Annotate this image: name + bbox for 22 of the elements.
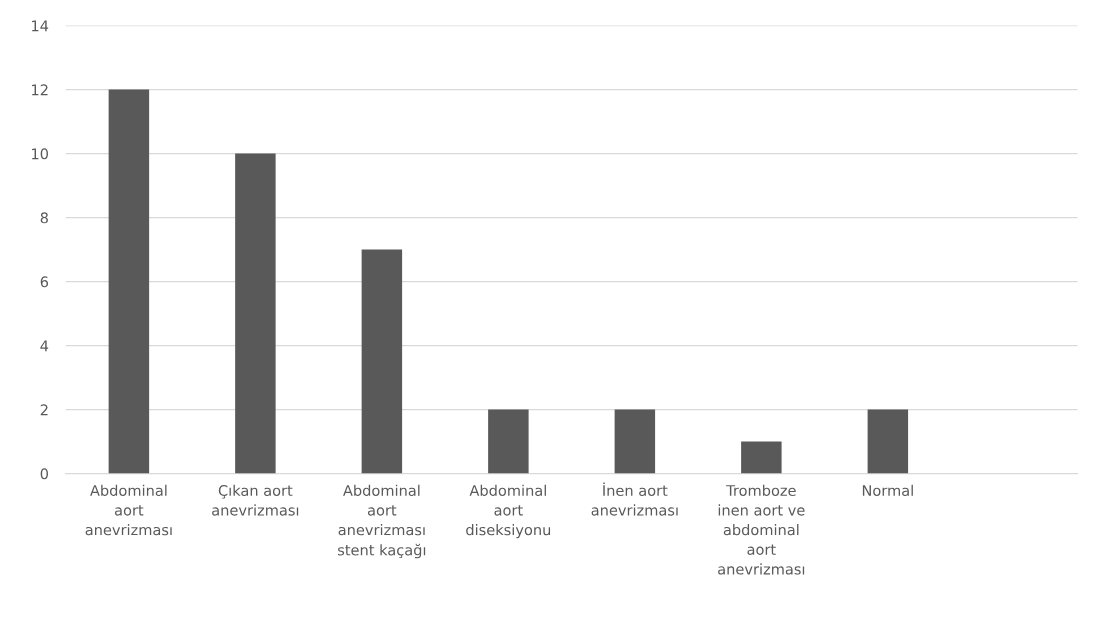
y-tick-label: 6	[40, 276, 49, 288]
x-tick-label: Abdominal aort anevrizması stent kaçağı	[338, 484, 426, 559]
bar	[235, 153, 276, 474]
x-tick-label: Tromboze inen aort ve abdominal aort anevrizması	[718, 484, 805, 575]
x-tick-label: Abdominal aort anevrizması	[85, 484, 172, 536]
x-tick-label: Çıkan aort anevrizması	[212, 484, 299, 516]
bar	[108, 89, 150, 474]
bar	[614, 409, 656, 474]
y-tick-label: 12	[32, 84, 48, 96]
y-tick-label: 14	[32, 20, 49, 32]
y-tick-label: 0	[40, 468, 48, 480]
y-tick-label: 8	[40, 212, 48, 224]
bar	[361, 249, 403, 474]
x-tick-label: Abdominal aort diseksiyonu	[466, 484, 551, 539]
bar	[488, 409, 529, 474]
x-tick-label: Normal	[862, 484, 913, 496]
bar	[867, 409, 909, 474]
x-tick-label: İnen aort anevrizması	[591, 482, 678, 516]
y-tick-label: 10	[32, 148, 48, 160]
bar	[741, 441, 782, 474]
y-tick-label: 2	[40, 404, 48, 416]
y-tick-label: 4	[40, 340, 49, 352]
